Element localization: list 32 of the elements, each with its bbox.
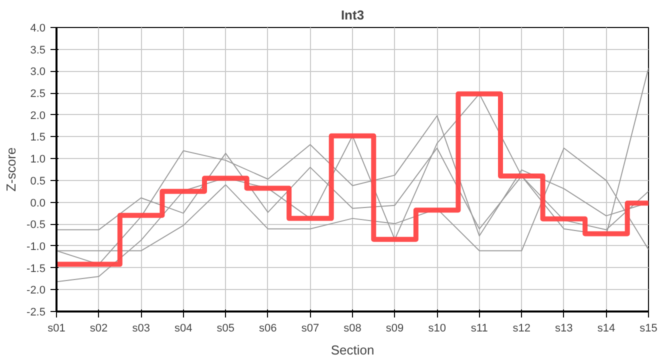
x-tick-label: s02 (90, 322, 108, 334)
y-tick-label: -1.0 (26, 240, 46, 253)
x-tick-label: s13 (555, 322, 573, 334)
x-tick-label: s08 (344, 322, 362, 334)
y-tick-label: 3.5 (30, 44, 46, 56)
x-tick-label: s09 (386, 322, 404, 334)
y-tick-label: 2.0 (30, 110, 46, 122)
y-tick-label: -0.5 (26, 219, 46, 232)
x-tick-label: s12 (512, 322, 531, 334)
y-tick-label: 1.5 (30, 132, 46, 144)
y-tick-label: 2.5 (30, 88, 46, 100)
x-tick-label: s01 (48, 322, 66, 334)
x-tick-label: s03 (132, 322, 150, 334)
x-axis-title: Section (330, 342, 374, 358)
x-tick-label: s06 (259, 322, 277, 334)
y-tick-label: 3.0 (30, 66, 46, 78)
y-tick-label: 0.5 (30, 175, 46, 188)
y-axis-title: Z-score (4, 147, 19, 192)
y-tick-label: -2.5 (26, 306, 46, 318)
y-tick-label: 4.0 (30, 22, 46, 34)
y-tick-label: 1.0 (30, 154, 46, 166)
y-tick-label: -2.0 (26, 284, 46, 297)
x-tick-label: s04 (174, 322, 192, 334)
x-tick-label: s11 (470, 322, 488, 334)
x-tick-label: s05 (216, 322, 235, 334)
x-tick-label: s10 (428, 322, 446, 334)
chart-title: Int3 (340, 8, 364, 22)
x-tick-label: s15 (640, 322, 658, 334)
x-tick-label: s14 (597, 322, 616, 334)
y-tick-label: 0.0 (30, 197, 46, 210)
y-tick-label: -1.5 (26, 262, 46, 275)
x-tick-label: s07 (301, 322, 320, 334)
